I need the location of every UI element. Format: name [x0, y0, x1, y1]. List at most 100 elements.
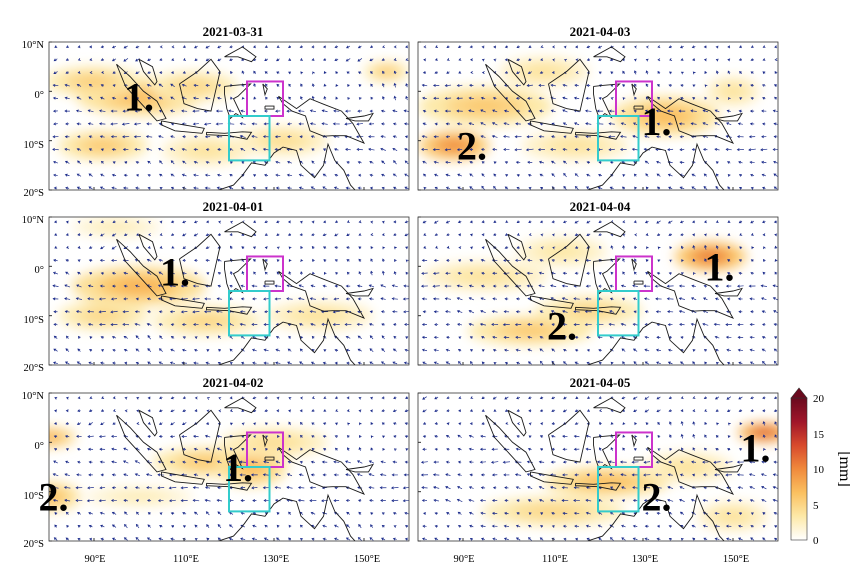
wind-vector-arrow [680, 433, 684, 439]
wind-vector-arrow [275, 460, 281, 464]
wind-vector-arrow [311, 45, 315, 49]
coastline [633, 105, 644, 110]
wind-vector-arrow [727, 45, 731, 49]
wind-vector-arrow [333, 460, 340, 464]
wind-vector-arrow [274, 284, 282, 288]
wind-vector-arrow [311, 233, 315, 237]
wind-vector-arrow [135, 335, 140, 340]
wind-vector-arrow [276, 524, 280, 528]
wind-vector-arrow [112, 537, 117, 541]
wind-vector-arrow [390, 486, 399, 490]
wind-vector-arrow [645, 83, 649, 87]
wind-vector-arrow [381, 537, 386, 541]
wind-vector-arrow [725, 473, 732, 477]
wind-vector-arrow [88, 96, 93, 100]
wind-vector-arrow [456, 96, 463, 100]
wind-vector-arrow [469, 233, 473, 237]
wind-vector-arrow [298, 310, 305, 314]
wind-vector-arrow [252, 259, 257, 262]
wind-vector-arrow [574, 258, 579, 262]
wind-vector-arrow [358, 173, 362, 177]
wind-vector-arrow [240, 186, 245, 190]
wind-vector-arrow [252, 524, 257, 528]
wind-vector-arrow [287, 220, 291, 224]
wind-vector-arrow [391, 284, 398, 288]
wind-vector-arrow [468, 122, 475, 126]
wind-vector-arrow [644, 160, 649, 164]
wind-vector-arrow [253, 448, 256, 451]
wind-vector-arrow [288, 271, 292, 275]
wind-vector-arrow [680, 272, 684, 276]
wind-vector-arrow [159, 396, 163, 400]
y-tick-label-20S: 20°S [23, 539, 44, 550]
wind-vector-arrow [382, 45, 386, 49]
wind-vector-arrow [680, 245, 684, 250]
wind-vector-arrow [347, 422, 351, 426]
system-label: 2. [547, 304, 577, 349]
wind-vector-arrow [194, 336, 198, 340]
wind-vector-arrow [369, 499, 374, 503]
wind-vector-arrow [76, 422, 81, 425]
wind-vector-arrow [609, 537, 614, 541]
wind-vector-arrow [368, 122, 375, 126]
wind-vector-arrow [573, 447, 580, 451]
wind-vector-arrow [264, 422, 268, 426]
wind-vector-arrow [597, 45, 603, 49]
wind-vector-arrow [680, 409, 684, 413]
wind-vector-arrow [492, 148, 498, 151]
wind-vector-arrow [762, 97, 766, 100]
wind-vector-arrow [393, 525, 397, 528]
wind-vector-arrow [515, 524, 521, 528]
wind-vector-arrow [622, 174, 626, 177]
wind-vector-arrow [253, 220, 257, 224]
wind-vector-arrow [391, 499, 399, 503]
wind-vector-arrow [64, 284, 71, 288]
wind-vector-arrow [264, 246, 268, 250]
wind-vector-arrow [393, 95, 397, 101]
wind-vector-arrow [668, 96, 672, 100]
wind-vector-arrow [668, 271, 672, 275]
wind-vector-arrow [586, 348, 590, 352]
wind-vector-arrow [218, 220, 222, 224]
wind-vector-arrow [52, 486, 59, 490]
wind-vector-arrow [551, 71, 555, 75]
wind-vector-arrow [147, 45, 151, 49]
wind-vector-arrow [206, 70, 210, 74]
wind-vector-arrow [310, 135, 315, 139]
wind-vector-arrow [679, 486, 685, 490]
wind-vector-arrow [622, 70, 626, 75]
wind-vector-arrow [750, 524, 754, 528]
wind-vector-arrow [596, 460, 603, 464]
wind-vector-arrow [668, 186, 673, 190]
wind-vector-arrow [679, 511, 685, 515]
wind-vector-arrow [393, 335, 397, 339]
wind-vector-arrow [122, 148, 129, 152]
wind-vector-arrow [369, 160, 374, 164]
wind-vector-arrow [323, 349, 327, 352]
wind-vector-arrow [539, 525, 544, 528]
wind-vector-arrow [714, 537, 720, 541]
wind-vector-arrow [381, 361, 386, 365]
wind-vector-arrow [393, 323, 397, 327]
wind-vector-arrow [262, 473, 270, 477]
wind-vector-arrow [369, 409, 373, 413]
wind-vector-arrow [504, 246, 509, 249]
wind-vector-arrow [217, 84, 221, 88]
wind-vector-arrow [469, 259, 474, 262]
wind-vector-arrow [298, 284, 304, 288]
wind-vector-arrow [88, 246, 93, 249]
wind-vector-arrow [749, 361, 755, 365]
wind-vector-arrow [205, 361, 210, 365]
wind-vector-arrow [715, 220, 719, 224]
wind-vector-arrow [333, 473, 339, 477]
wind-vector-arrow [123, 499, 128, 503]
wind-vector-arrow [469, 422, 473, 426]
wind-vector-arrow [668, 45, 672, 49]
wind-vector-arrow [715, 245, 719, 250]
wind-vector-arrow [444, 148, 452, 152]
wind-vector-arrow [610, 486, 614, 490]
wind-vector-arrow [64, 297, 71, 301]
wind-vector-arrow [715, 348, 719, 352]
wind-vector-arrow [392, 135, 397, 139]
wind-vector-arrow [193, 271, 198, 275]
